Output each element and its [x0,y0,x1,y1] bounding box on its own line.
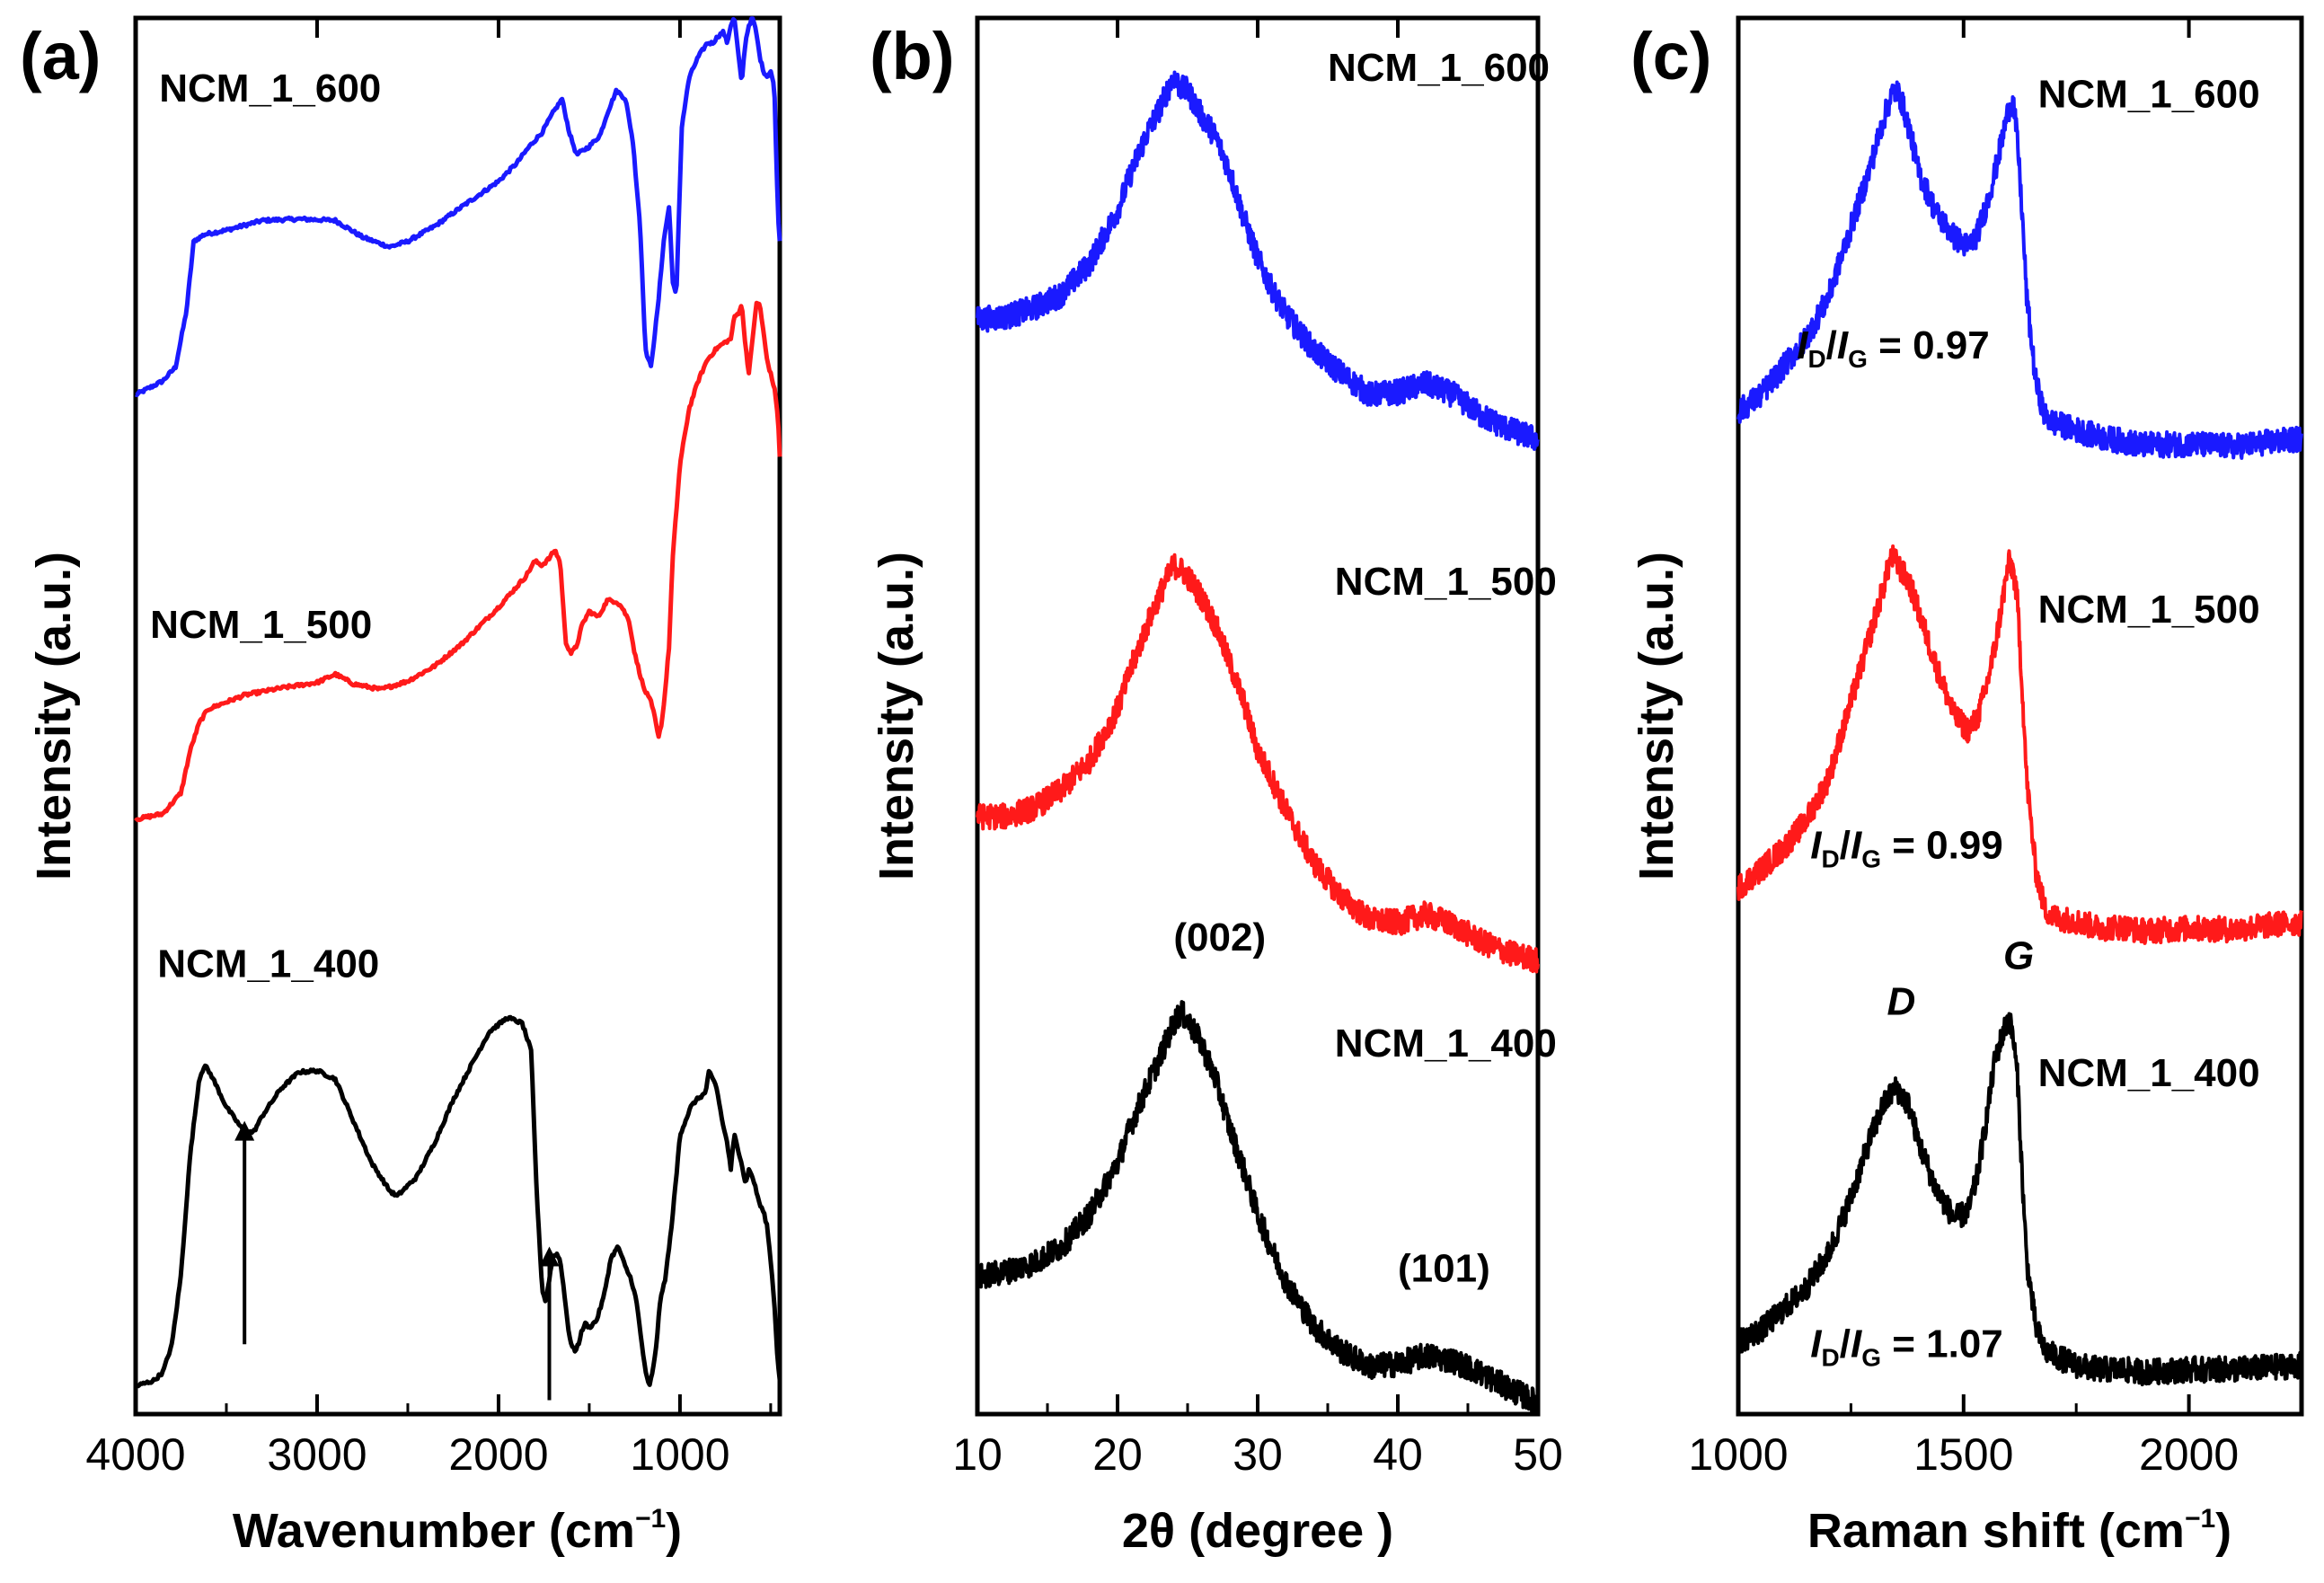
arrow-head [234,1120,255,1141]
annotation-label: NCM_1_400 [2038,1051,2260,1095]
intensity-ratio-label: ID/IG = 0.97 [1797,323,1990,373]
annotation-label: NCM_1_600 [159,66,381,111]
annotation-group: NCM_1_600 NCM_1_500 NCM_1_400 D G ID/IG = 0.9… [1797,72,2259,1371]
xrd-panel: (b) 10 20 30 40 50 NCM_1_600 NCM_1_500 NCM_1_4… [870,15,1563,1558]
annotation-label: NCM_1_500 [150,603,372,647]
x-axis-title: 2θ (degree ) [1122,1504,1393,1558]
series-line [976,553,1540,974]
x-tick-label: 4000 [85,1429,185,1480]
annotation-label: (101) [1398,1246,1490,1290]
x-tick-label: 2000 [448,1429,548,1480]
annotation-label: (002) [1173,915,1266,960]
series-line [1736,1012,2303,1387]
series-group [1736,80,2303,1387]
ftir-panel: (a) 4000 3000 2000 1000 NCM_1_600NCM_1_500N… [20,15,782,1558]
plot-frame [1736,15,2304,1417]
series-line [134,16,782,398]
x-tick-label: 3000 [267,1429,367,1480]
y-axis-title: Intensity (a.u.) [870,552,923,880]
y-axis-title: Intensity (a.u.) [1630,552,1683,880]
annotation-label: NCM_1_400 [157,942,379,986]
x-axis: 10 20 30 40 50 [952,18,1563,1480]
series-line [976,70,1540,451]
series-line [976,1000,1540,1415]
annotation-label: NCM_1_400 [1335,1021,1557,1066]
panel-label: (c) [1630,19,1711,93]
x-axis: 1000 1500 2000 [1688,18,2303,1480]
x-tick-label: 2000 [2139,1429,2239,1480]
annotation-label: NCM_1_600 [1328,46,1550,90]
raman-panel: (c) 1000 1500 2000 NCM_1_600NCM_1_500NCM_1… [1630,15,2304,1558]
annotation-label: G [2003,933,2034,977]
x-tick-label: 40 [1373,1429,1423,1480]
annotation-label: D [1887,980,1916,1024]
series-line [1736,544,2303,945]
x-axis: 4000 3000 2000 1000 [85,18,773,1480]
series-line [134,1014,782,1389]
intensity-ratio-label: ID/IG = 1.07 [1810,1322,2002,1371]
panel-label: (b) [870,19,955,93]
x-tick-label: 20 [1092,1429,1143,1480]
annotation-group: NCM_1_600 NCM_1_500 NCM_1_400 (002) (101) [1173,46,1556,1290]
x-axis-title: Wavenumber (cm−1) [233,1504,682,1558]
series-line [1736,80,2303,460]
panel-label: (a) [20,19,101,93]
y-axis-title: Intensity (a.u.) [27,552,81,880]
x-tick-label: 1000 [630,1429,729,1480]
x-tick-label: 10 [952,1429,1003,1480]
x-axis-title: Raman shift (cm−1) [1807,1504,2231,1558]
intensity-ratio-label: ID/IG = 0.99 [1810,824,2002,873]
annotation-label: NCM_1_600 [2038,72,2260,116]
series-group [976,70,1540,1415]
x-tick-label: 30 [1233,1429,1283,1480]
x-tick-label: 50 [1513,1429,1563,1480]
series-group [134,16,782,1401]
annotation-label: NCM_1_500 [1335,560,1557,604]
x-tick-label: 1000 [1688,1429,1788,1480]
plot-frame [133,15,782,1417]
annotation-label: NCM_1_500 [2038,588,2260,632]
series-line [134,300,782,823]
arrow-head [539,1246,560,1267]
x-tick-label: 1500 [1913,1429,2013,1480]
annotation-group: NCM_1_600 NCM_1_500 NCM_1_400 [150,66,381,986]
